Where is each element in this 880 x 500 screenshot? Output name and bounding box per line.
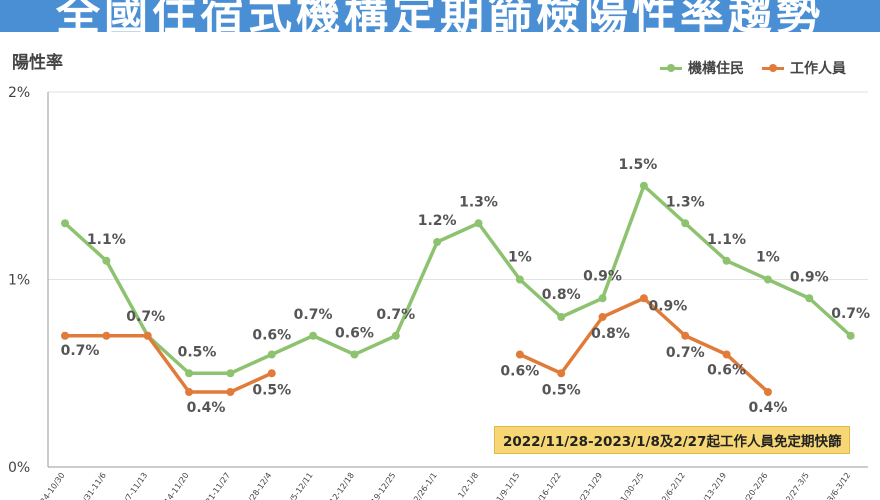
legend-item-residents: 機構住民 [660, 58, 744, 78]
annotation-note: 2022/11/28-2023/1/8及2/27起工作人員免定期快篩 [494, 426, 851, 454]
x-tick-label: 2/27-3/5 [784, 471, 811, 500]
data-label-residents: 0.5% [178, 344, 217, 360]
series-line-staff [65, 334, 273, 394]
data-point-residents [515, 275, 524, 284]
data-label-residents: 0.9% [583, 268, 622, 284]
data-point-staff [226, 388, 235, 396]
data-label-residents: 0.6% [335, 326, 374, 342]
x-tick-label: 2/20-2/26 [740, 471, 770, 500]
data-point-residents [474, 219, 483, 228]
series-line-residents [63, 184, 852, 375]
data-label-residents: 1% [508, 250, 532, 266]
data-label-residents: 0.9% [790, 269, 829, 285]
x-tick-label: 2/13-2/19 [699, 471, 729, 500]
data-label-residents: 0.8% [542, 287, 581, 303]
data-point-staff [681, 331, 690, 340]
x-tick-label: 3/6-3/12 [826, 471, 853, 500]
x-tick-label: 12/5-12/11 [282, 471, 315, 500]
data-point-staff [102, 331, 111, 340]
data-label-residents: 1.5% [618, 157, 657, 173]
data-point-residents [267, 350, 276, 359]
data-label-staff: 0.7% [61, 343, 100, 359]
x-tick-label: 12/19-12/25 [362, 471, 397, 500]
x-tick-label: 12/12-12/18 [321, 471, 356, 500]
data-label-staff: 0.6% [500, 364, 539, 380]
x-tick-label: 10/24-10/30 [31, 471, 66, 500]
data-point-staff [515, 350, 524, 359]
x-tick-label: 1/9-1/15 [495, 471, 522, 500]
y-tick-label: 0% [8, 460, 30, 476]
data-point-residents [557, 313, 566, 321]
chart-title: 全國住宿式機構定期篩檢陽性率趨勢 [56, 0, 824, 32]
data-point-residents [102, 256, 111, 265]
data-label-residents: 0.7% [294, 307, 333, 323]
title-banner: 全國住宿式機構定期篩檢陽性率趨勢 [0, 0, 880, 32]
legend: 機構住民 工作人員 [660, 58, 846, 78]
x-tick-label: 11/21-11/27 [197, 471, 232, 500]
data-label-residents: 1% [756, 250, 780, 266]
data-point-staff [185, 388, 194, 396]
data-point-residents [185, 369, 194, 378]
data-point-residents [805, 294, 814, 303]
data-point-residents [226, 369, 235, 378]
y-axis-label: 陽性率 [12, 53, 63, 73]
y-tick-label: 1% [8, 273, 30, 289]
data-point-staff [639, 294, 648, 303]
data-label-residents: 1.3% [459, 194, 498, 210]
data-label-residents: 1.1% [707, 232, 746, 248]
x-tick-label: 1/30-2/5 [619, 471, 646, 500]
data-point-staff [143, 331, 152, 340]
data-label-staff: 0.6% [707, 363, 746, 379]
data-point-residents [433, 238, 442, 246]
data-point-staff [557, 369, 566, 378]
data-label-staff: 0.5% [542, 382, 581, 398]
data-label-staff: 0.4% [749, 400, 788, 416]
data-label-staff: 0.7% [666, 345, 705, 361]
data-point-residents [763, 275, 772, 284]
data-point-staff [763, 388, 772, 396]
x-tick-label: 11/14-11/20 [155, 471, 190, 500]
x-tick-label: 12/26-1/1 [409, 471, 439, 500]
data-label-residents: 1.3% [666, 194, 705, 210]
data-label-residents: 0.7% [831, 306, 870, 322]
data-label-residents: 1.1% [87, 232, 126, 248]
data-label-staff: 0.4% [187, 400, 226, 416]
x-tick-label: 11/28-12/4 [241, 471, 274, 500]
x-tick-label: 1/16-1/22 [533, 471, 563, 500]
data-point-residents [722, 256, 731, 265]
x-tick-label: 10/31-11/6 [75, 471, 108, 500]
data-point-staff [722, 350, 731, 359]
data-point-staff [598, 313, 607, 321]
data-point-residents [309, 331, 318, 340]
legend-swatch-residents [660, 63, 682, 72]
data-point-residents [681, 219, 690, 228]
data-label-staff: 0.5% [252, 382, 291, 398]
y-tick-label: 2% [8, 85, 30, 101]
data-label-residents: 0.7% [376, 307, 415, 323]
data-point-residents [598, 294, 607, 303]
data-point-residents [639, 181, 648, 190]
data-label-residents: 1.2% [418, 213, 457, 229]
x-tick-label: 1/23-1/29 [575, 471, 605, 500]
data-point-staff [267, 369, 276, 378]
x-tick-label: 1/2-1/8 [456, 471, 480, 500]
data-point-residents [846, 331, 855, 340]
data-point-staff [61, 331, 69, 340]
data-point-residents [391, 331, 400, 340]
legend-label-residents: 機構住民 [688, 61, 744, 77]
data-point-residents [61, 219, 69, 228]
data-label-staff: 0.8% [591, 326, 630, 342]
legend-label-staff: 工作人員 [790, 61, 846, 77]
data-point-residents [350, 350, 359, 359]
data-label-staff: 0.9% [648, 298, 687, 314]
legend-swatch-staff [762, 63, 784, 72]
data-label-residents: 0.7% [126, 309, 165, 325]
x-tick-label: 11/7-11/13 [117, 471, 150, 500]
legend-item-staff: 工作人員 [762, 58, 846, 78]
data-label-residents: 0.6% [252, 328, 291, 344]
x-tick-label: 2/6-2/12 [660, 471, 687, 500]
